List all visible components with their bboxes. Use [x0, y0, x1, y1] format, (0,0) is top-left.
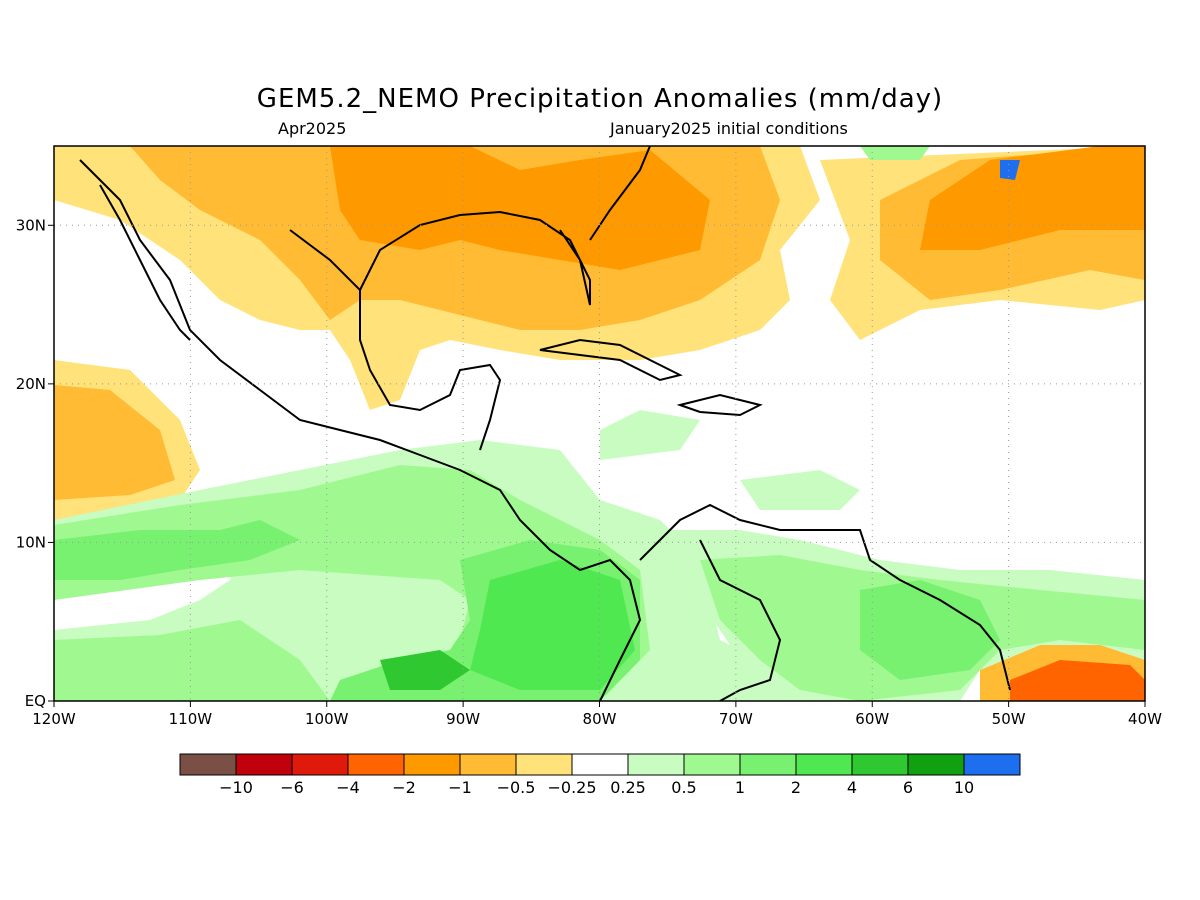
y-axis: EQ 10N 20N 30N	[16, 216, 54, 710]
coastline-south-america	[639, 503, 1011, 691]
colorbar-swatch	[347, 753, 405, 776]
coastline-gulf-north	[359, 210, 591, 306]
y-tick-label: 20N	[16, 375, 46, 393]
anomaly-region-caribbean-wet-2	[740, 470, 860, 510]
x-tick-label: 80W	[583, 710, 617, 728]
colorbar: −10 −6 −4 −2 −1 −0.5 −0.25 0.25 0.5 1 2 4 6 10	[179, 753, 1021, 797]
anomaly-region-pacific-west-orange	[54, 385, 175, 500]
anomaly-field	[54, 146, 1145, 701]
colorbar-label: 0.5	[671, 778, 696, 797]
colorbar-swatch	[515, 753, 573, 776]
colorbar-label: −6	[280, 778, 304, 797]
x-tick-label: 60W	[855, 710, 889, 728]
colorbar-label: −2	[392, 778, 416, 797]
colorbar-label: 10	[954, 778, 974, 797]
colorbar-swatch	[739, 753, 797, 776]
colorbar-swatch	[459, 753, 517, 776]
colorbar-label: 4	[847, 778, 857, 797]
colorbar-swatch	[851, 753, 909, 776]
coastline-hispaniola	[676, 393, 763, 417]
colorbar-swatch	[403, 753, 461, 776]
anomaly-region-central-wet-strong	[470, 560, 635, 690]
coastline-mexico-pacific	[79, 159, 642, 701]
initial-conditions: January2025 initial conditions	[610, 119, 848, 138]
colorbar-swatch	[235, 753, 293, 776]
colorbar-swatch	[683, 753, 741, 776]
x-tick-label: 90W	[446, 710, 480, 728]
anomaly-region-pacific-wet-bright	[54, 520, 300, 580]
colorbar-label: −10	[219, 778, 253, 797]
y-tick-label: EQ	[25, 692, 46, 710]
colorbar-swatch	[571, 753, 629, 776]
coastlines	[79, 146, 1011, 701]
x-tick-label: 70W	[719, 710, 753, 728]
colorbar-swatch	[627, 753, 685, 776]
colorbar-label: 2	[791, 778, 801, 797]
colorbar-label: −4	[336, 778, 360, 797]
anomaly-region-atlantic-blue	[1000, 160, 1020, 180]
anomaly-region-gulf-dark	[330, 146, 710, 270]
x-tick-label: 110W	[169, 710, 213, 728]
colorbar-swatch	[795, 753, 853, 776]
anomaly-region-central-wet-core	[380, 650, 470, 690]
forecast-month: Apr2025	[278, 119, 347, 138]
grid-lines	[54, 146, 1145, 701]
anomaly-region-guyana-wet	[860, 580, 1000, 680]
colorbar-label: 1	[735, 778, 745, 797]
coastline-venezuela	[699, 539, 782, 701]
x-tick-label: 50W	[992, 710, 1026, 728]
colorbar-swatch	[907, 753, 965, 776]
coastline-cuba	[539, 338, 683, 382]
colorbar-swatch	[963, 753, 1021, 776]
anomaly-region-atlantic-dark	[920, 146, 1145, 250]
y-tick-label: 30N	[16, 216, 46, 234]
x-tick-label: 120W	[32, 710, 76, 728]
anomaly-region-caribbean-wet	[600, 410, 700, 460]
colorbar-swatch	[291, 753, 349, 776]
x-axis: 120W 110W 100W 90W 80W 70W 60W 50W 40W	[32, 701, 1162, 728]
anomaly-region-brazil-core	[1010, 660, 1145, 701]
colorbar-label: −0.5	[497, 778, 536, 797]
coastline-baja	[99, 184, 191, 341]
colorbar-swatch	[179, 753, 237, 776]
x-tick-label: 100W	[305, 710, 349, 728]
colorbar-label: −0.25	[547, 778, 596, 797]
colorbar-label: 6	[903, 778, 913, 797]
x-tick-label: 40W	[1128, 710, 1162, 728]
map-title: GEM5.2_NEMO Precipitation Anomalies (mm/…	[256, 84, 944, 114]
colorbar-label: 0.25	[610, 778, 646, 797]
anomaly-region-atlantic-wet	[860, 146, 930, 160]
colorbar-label: −1	[448, 778, 472, 797]
y-tick-label: 10N	[16, 533, 46, 551]
